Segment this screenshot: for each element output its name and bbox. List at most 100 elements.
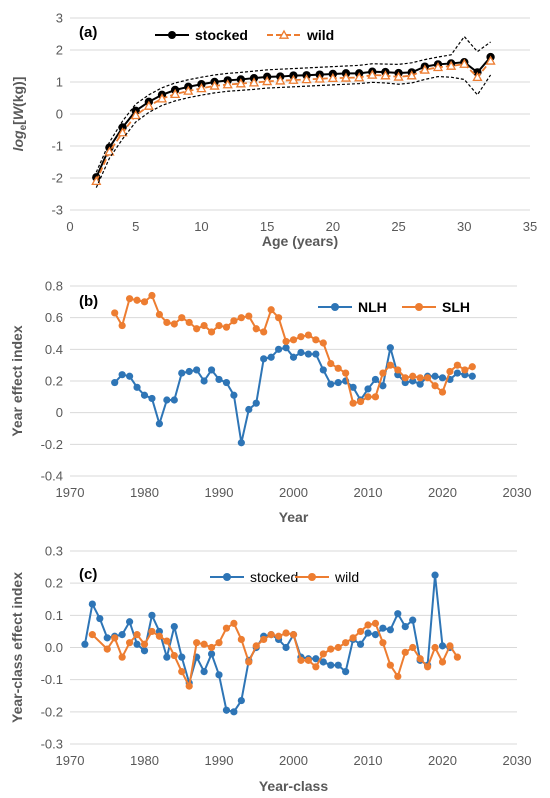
panel-b-chart: -0.4 -0.2 0 0.2 0.4 0.6 0.8 1970 1980 1990 2000 201… xyxy=(9,279,531,526)
x-tick-label: 35 xyxy=(523,219,537,234)
data-point-nlh xyxy=(133,383,141,391)
y-tick-label: -3 xyxy=(51,203,63,218)
data-point-slh xyxy=(155,310,163,319)
y-tick-label: 0 xyxy=(56,405,63,420)
y-axis-title-part: W xyxy=(10,105,26,120)
data-point-slh xyxy=(379,369,387,377)
data-point-wild xyxy=(371,619,380,627)
data-point-stocked xyxy=(140,647,149,655)
data-point-wild xyxy=(386,661,394,669)
data-point-wild xyxy=(275,75,286,85)
data-point-nlh xyxy=(111,378,119,387)
data-point-wild xyxy=(156,93,168,103)
y-tick-label: -0.3 xyxy=(41,737,63,752)
y-axis-title-part: (kg)] xyxy=(10,77,26,107)
data-point-slh xyxy=(245,312,253,320)
data-point-slh xyxy=(424,374,432,382)
data-point-wild xyxy=(178,668,186,676)
data-point-slh xyxy=(446,367,454,376)
data-point-slh xyxy=(304,331,312,339)
data-point-slh xyxy=(282,337,290,346)
data-point-slh xyxy=(371,393,380,401)
data-point-slh xyxy=(111,309,119,317)
x-tick-label: 1990 xyxy=(205,485,234,500)
y-tick-label: 0.2 xyxy=(45,374,63,389)
data-point-slh xyxy=(289,336,298,344)
data-point-wild xyxy=(130,109,141,120)
data-point-slh xyxy=(178,314,186,322)
data-point-slh xyxy=(356,397,365,406)
data-point-wild xyxy=(260,635,268,644)
data-point-slh xyxy=(342,369,350,377)
data-point-wild xyxy=(367,69,378,79)
x-axis-title: Year-class xyxy=(259,778,328,794)
data-point-wild xyxy=(248,77,260,87)
data-point-wild xyxy=(111,634,119,642)
data-point-wild xyxy=(148,627,156,636)
legend-label-stocked: stocked xyxy=(250,569,298,585)
data-point-stocked xyxy=(334,661,342,669)
data-point-wild xyxy=(193,639,201,647)
x-tick-label: 0 xyxy=(66,219,73,234)
data-point-wild xyxy=(288,74,299,84)
y-axis-title: Year-class effect index xyxy=(9,572,25,723)
data-point-wild xyxy=(126,639,134,647)
data-point-stocked xyxy=(431,571,439,579)
data-point-wild xyxy=(364,621,372,629)
data-point-wild xyxy=(140,640,149,648)
data-point-slh xyxy=(319,339,327,347)
data-point-slh xyxy=(297,333,305,341)
data-point-slh xyxy=(126,295,134,303)
data-point-slh xyxy=(148,291,156,300)
data-point-nlh xyxy=(334,378,342,387)
data-point-stocked xyxy=(170,622,178,631)
data-point-stocked xyxy=(178,653,186,661)
data-point-nlh xyxy=(304,350,312,358)
data-point-wild xyxy=(424,663,432,671)
data-point-wild xyxy=(409,643,417,652)
data-point-wild xyxy=(314,73,325,83)
y-tick-label: -0.4 xyxy=(41,469,63,484)
data-point-wild xyxy=(393,71,404,81)
y-axis-title-part: e xyxy=(18,124,29,130)
data-point-nlh xyxy=(267,353,275,361)
data-point-stocked xyxy=(118,631,126,639)
data-point-nlh xyxy=(349,383,357,391)
data-point-nlh xyxy=(252,399,260,407)
data-point-wild xyxy=(485,55,496,65)
data-point-stocked xyxy=(401,622,409,631)
data-point-wild xyxy=(340,72,352,82)
x-tick-label: 2000 xyxy=(279,753,308,768)
data-point-wild xyxy=(297,656,305,664)
data-point-stocked xyxy=(88,600,96,608)
data-point-wild xyxy=(196,83,207,93)
y-tick-label: 0.0 xyxy=(45,640,63,655)
data-point-wild xyxy=(334,643,342,652)
data-point-nlh xyxy=(207,366,216,374)
data-point-nlh xyxy=(386,344,394,352)
data-point-wild xyxy=(163,637,171,645)
x-tick-label: 1970 xyxy=(56,485,85,500)
data-point-slh xyxy=(401,374,409,382)
x-tick-label: 20 xyxy=(326,219,340,234)
data-point-wild xyxy=(432,61,444,72)
y-tick-label: -0.2 xyxy=(41,704,63,719)
x-tick-label: 1970 xyxy=(56,753,85,768)
data-point-nlh xyxy=(170,396,178,404)
legend-marker xyxy=(415,303,423,311)
data-point-wild xyxy=(406,70,417,80)
data-point-slh xyxy=(207,328,216,336)
data-point-stocked xyxy=(81,640,89,648)
data-point-slh xyxy=(222,323,231,331)
x-tick-label: 2030 xyxy=(503,485,532,500)
data-point-wild xyxy=(252,642,260,650)
x-tick-label: 15 xyxy=(260,219,274,234)
data-point-slh xyxy=(267,306,275,314)
data-point-wild xyxy=(319,650,327,658)
data-point-slh xyxy=(230,317,238,325)
data-point-slh xyxy=(327,359,335,368)
y-tick-label: 0.1 xyxy=(45,608,63,623)
x-tick-label: 1980 xyxy=(130,753,159,768)
data-point-stocked xyxy=(163,653,171,661)
data-point-wild xyxy=(394,672,402,681)
